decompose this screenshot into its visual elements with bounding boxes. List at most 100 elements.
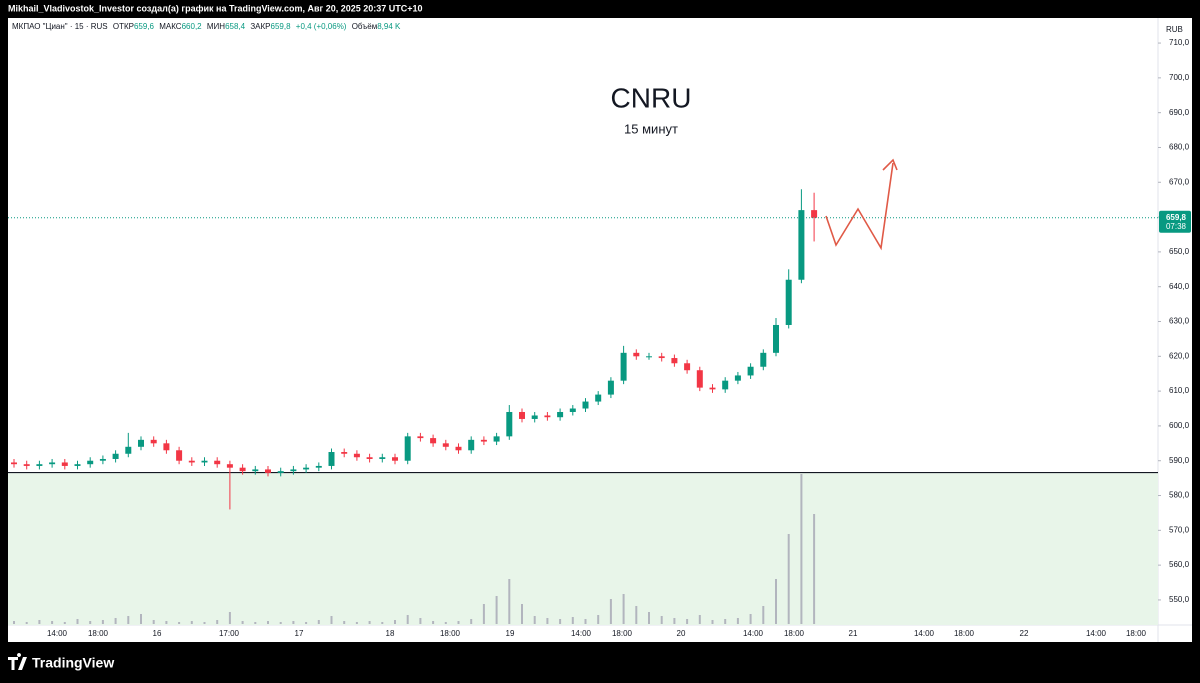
brand: TradingView (8, 653, 114, 671)
volume-bar (635, 606, 638, 624)
y-tick-label: 560,0 (1169, 560, 1190, 569)
volume-label: Объём (352, 22, 378, 31)
countdown: 07:38 (1166, 222, 1187, 231)
x-tick-label: 14:00 (571, 629, 592, 638)
volume-bar (609, 599, 612, 624)
forecast-arrowhead (882, 158, 898, 171)
volume-bar (13, 621, 15, 624)
candle-body (87, 460, 94, 465)
volume-bar (190, 621, 193, 624)
volume-bar (521, 604, 523, 624)
volume-bar (38, 620, 41, 624)
candle-body (328, 452, 335, 466)
y-tick-label: 590,0 (1169, 456, 1190, 465)
chart-subtitle: 15 минут (624, 121, 678, 136)
x-tick-label: 22 (1020, 629, 1029, 638)
candle-body (442, 443, 449, 447)
volume-bar (89, 621, 92, 624)
volume-bar (254, 622, 257, 624)
candle-body (226, 464, 233, 468)
candle-body (760, 352, 767, 367)
candle-body (417, 436, 424, 439)
volume-bar (343, 621, 346, 624)
candle-body (480, 439, 487, 442)
x-tick-label: 18:00 (784, 629, 805, 638)
volume-bar (482, 604, 485, 624)
x-tick-label: 18:00 (612, 629, 633, 638)
volume-bar (432, 621, 435, 624)
currency: RUB (1166, 25, 1183, 34)
volume-bar (736, 618, 739, 624)
candle-body (506, 411, 513, 437)
volume-bar (51, 621, 54, 624)
last-price-label: 659,8 (1166, 213, 1187, 222)
candle-body (696, 370, 703, 388)
high-label: МАКС (159, 22, 182, 31)
volume: 8,94 K (377, 22, 401, 31)
x-tick-label: 18:00 (440, 629, 461, 638)
candle-body (519, 411, 525, 419)
volume-bar (584, 619, 587, 624)
brand-logo (8, 653, 27, 670)
high: 660,2 (182, 22, 203, 31)
volume-bar (101, 620, 104, 624)
candle-body (23, 464, 30, 466)
volume-bar (140, 614, 142, 624)
volume-bar (178, 622, 181, 624)
volume-bar (203, 622, 206, 624)
candle-body (252, 469, 259, 472)
volume-bar (749, 614, 752, 624)
volume-bar (508, 579, 511, 624)
y-tick-label: 650,0 (1169, 247, 1190, 256)
candle-body (607, 380, 614, 395)
volume-bar (800, 474, 803, 624)
volume-bar (457, 621, 460, 624)
volume-bar (406, 615, 409, 624)
candle-body (633, 352, 640, 357)
header-text: Mikhail_Vladivostok_Investor создал(а) г… (8, 3, 423, 13)
candle-body (315, 465, 322, 468)
candle-body (734, 375, 741, 381)
candle-body (163, 443, 170, 451)
volume-bar (775, 579, 777, 624)
low-label: МИН (207, 22, 225, 31)
y-tick-label: 630,0 (1169, 317, 1190, 326)
x-tick-label: 14:00 (914, 629, 935, 638)
volume-bar (292, 621, 295, 624)
y-tick-label: 690,0 (1169, 108, 1190, 117)
candle-body (811, 210, 818, 218)
candle-body (646, 356, 652, 358)
candle-body (74, 464, 81, 466)
volume-bar (25, 622, 28, 624)
candle-body (99, 458, 106, 461)
volume-bar (762, 606, 765, 624)
x-tick-label: 14:00 (1086, 629, 1107, 638)
forecast-drawing (825, 162, 894, 251)
candle-body (201, 460, 208, 463)
volume-bar (698, 615, 701, 624)
candle-body (138, 439, 144, 447)
candle-body (544, 415, 551, 418)
candle-body (468, 439, 475, 451)
candle-body (112, 453, 119, 459)
candle-body (353, 453, 360, 458)
candle-body (239, 467, 246, 472)
y-tick-label: 640,0 (1169, 282, 1190, 291)
candle-body (290, 469, 297, 472)
volume-bar (711, 620, 714, 624)
last-price-box (1159, 210, 1191, 233)
candle-body (773, 324, 779, 353)
y-tick-label: 580,0 (1169, 491, 1190, 500)
volume-bar (63, 622, 66, 624)
candle-body (658, 356, 665, 359)
x-tick-label: 21 (849, 629, 858, 638)
y-tick-label: 600,0 (1169, 421, 1190, 430)
candle-body (430, 438, 437, 444)
x-tick-label: 17 (295, 629, 304, 638)
y-tick-label: 670,0 (1169, 177, 1190, 186)
symbol: МКПАО "Циан" · 15 · RUS (12, 22, 108, 31)
volume-bar (368, 621, 371, 624)
y-tick-label: 700,0 (1169, 73, 1190, 82)
